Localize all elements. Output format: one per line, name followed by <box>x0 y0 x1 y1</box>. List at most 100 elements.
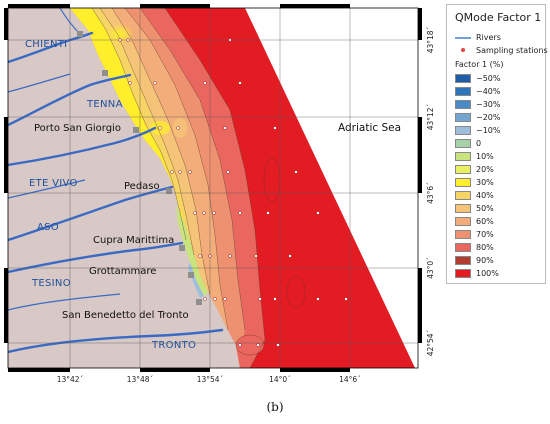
sampling-station <box>258 297 262 301</box>
legend-swatch <box>455 126 471 135</box>
legend-class-label: 90% <box>476 256 494 265</box>
sampling-station <box>238 81 242 85</box>
legend-class-row: 40% <box>455 189 540 202</box>
legend-stations-row: Sampling stations <box>455 44 548 57</box>
sampling-station <box>254 254 258 258</box>
legend-classes: −50% −40% −30% −20% −10% 0 10% 20% 30% 40% 50% 60% 7… <box>452 72 540 280</box>
river-tronto <box>8 328 224 354</box>
river-tesino <box>8 241 184 274</box>
sampling-station <box>203 81 207 85</box>
factor-band-60 <box>70 8 228 330</box>
legend-swatch <box>455 139 471 148</box>
sampling-station <box>238 211 242 215</box>
legend-class-row: −30% <box>455 98 540 111</box>
frame-tick <box>418 8 422 40</box>
sampling-station <box>176 126 180 130</box>
town-label-porto-san-giorgio: Porto San Giorgio <box>34 123 121 134</box>
port-marker <box>166 188 172 194</box>
sampling-station <box>344 297 348 301</box>
frame-tick <box>418 117 422 193</box>
frame-tick <box>280 4 350 8</box>
frame-tick <box>418 268 422 343</box>
legend-class-label: 20% <box>476 165 494 174</box>
sampling-station <box>178 170 182 174</box>
lon-label: 14°0´ <box>269 375 291 384</box>
lon-label: 13°42´ <box>57 375 84 384</box>
legend-swatch <box>455 113 471 122</box>
legend-class-row: 60% <box>455 215 540 228</box>
legend-rivers-row: Rivers <box>455 31 540 44</box>
frame-tick <box>280 368 350 372</box>
river-line-icon <box>455 33 471 42</box>
port-markers <box>77 31 202 305</box>
river-label-ete-vivo: ETE VIVO <box>29 178 78 189</box>
lat-label: 43°12´ <box>426 103 435 130</box>
sampling-station <box>223 126 227 130</box>
legend-stations-label: Sampling stations <box>476 46 548 55</box>
legend-class-row: 70% <box>455 228 540 241</box>
sampling-stations <box>118 38 348 347</box>
legend-class-label: 60% <box>476 217 494 226</box>
port-marker <box>196 299 202 305</box>
legend-class-row: 30% <box>455 176 540 189</box>
legend-title: QMode Factor 1 <box>455 11 542 24</box>
river-label-tesino: TESINO <box>31 278 71 289</box>
legend-class-row: 50% <box>455 202 540 215</box>
town-label-pedaso: Pedaso <box>124 181 160 192</box>
sampling-station <box>188 170 192 174</box>
factor-band-10 <box>176 205 208 296</box>
contour-line <box>124 8 229 331</box>
contour-line <box>235 334 265 356</box>
sampling-station <box>238 343 242 347</box>
frame-tick <box>140 368 210 372</box>
legend-class-label: −30% <box>476 100 501 109</box>
river-aso <box>8 185 174 242</box>
frame-tick <box>4 8 8 40</box>
legend-swatch <box>455 256 471 265</box>
sampling-station <box>158 126 162 130</box>
legend-swatch <box>455 178 471 187</box>
legend-swatch <box>455 165 471 174</box>
port-marker <box>133 127 139 133</box>
lon-label: 13°54´ <box>197 375 224 384</box>
legend-swatch <box>455 217 471 226</box>
town-label-grottammare: Grottammare <box>89 266 156 277</box>
port-marker <box>188 272 194 278</box>
legend-swatch <box>455 87 471 96</box>
tributary <box>8 293 121 311</box>
legend-swatch <box>455 230 471 239</box>
sampling-station <box>202 211 206 215</box>
frame-tick <box>8 368 70 372</box>
contour-lines <box>91 8 266 368</box>
factor-band-0 <box>188 262 204 298</box>
sampling-station <box>276 343 280 347</box>
port-marker <box>179 245 185 251</box>
frame-tick <box>140 4 210 8</box>
town-label-san-benedetto: San Benedetto del Tronto <box>62 310 189 321</box>
frame-tick <box>4 268 8 343</box>
sampling-station <box>213 297 217 301</box>
river-label-chienti: CHIENTI <box>25 39 67 50</box>
factor-core <box>173 118 187 138</box>
frame-ticks <box>4 4 422 372</box>
sampling-station <box>294 170 298 174</box>
tributary <box>8 73 71 93</box>
legend-class-label: −40% <box>476 87 501 96</box>
legend-class-row: 10% <box>455 150 540 163</box>
legend-class-label: −20% <box>476 113 501 122</box>
river-ete-vivo <box>8 126 157 167</box>
tributary <box>8 179 86 199</box>
legend-swatch <box>455 152 471 161</box>
sampling-station <box>273 126 277 130</box>
legend-class-label: −50% <box>476 74 501 83</box>
legend-class-label: 50% <box>476 204 494 213</box>
legend-class-label: 30% <box>476 178 494 187</box>
sampling-station <box>128 81 132 85</box>
frame-tick <box>8 4 70 8</box>
legend-class-label: 0 <box>476 139 482 148</box>
river-tenna <box>8 73 132 127</box>
contour-line <box>286 275 306 309</box>
sampling-station <box>203 297 207 301</box>
port-marker <box>102 70 108 76</box>
legend-class-row: 90% <box>455 254 540 267</box>
